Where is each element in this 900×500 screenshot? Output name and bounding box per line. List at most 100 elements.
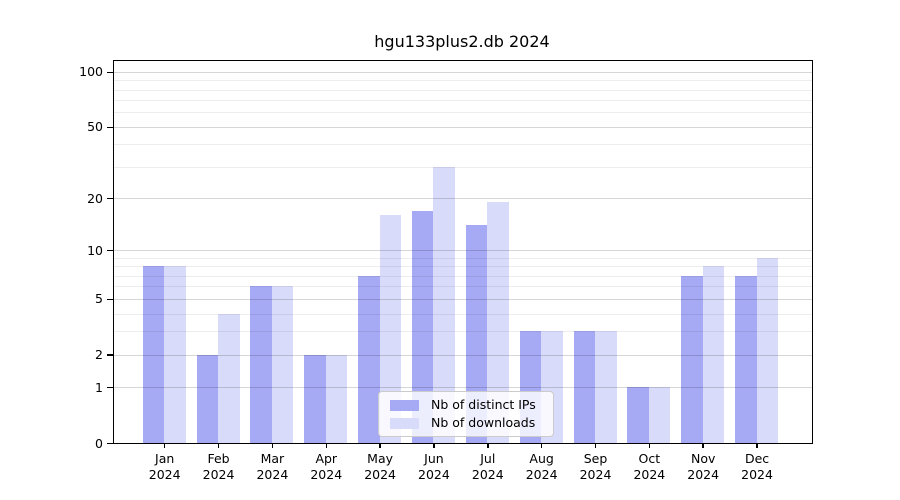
- x-tick-label-may: May 2024: [344, 451, 416, 482]
- x-tick-label-mar: Mar 2024: [236, 451, 308, 482]
- legend-label-distinct-ips: Nb of distinct IPs: [431, 397, 536, 412]
- major-gridline-20: [114, 198, 812, 200]
- bar-downloads-sep: [595, 331, 617, 443]
- x-tick-month-oct: Oct: [638, 451, 661, 466]
- x-tick-month-mar: Mar: [260, 451, 285, 466]
- x-tick-year-nov: 2024: [687, 466, 720, 482]
- bar-downloads-apr: [325, 354, 348, 443]
- y-tick-mark-2: [107, 354, 113, 356]
- x-tick-year-feb: 2024: [202, 466, 235, 482]
- x-tick-label-nov: Nov 2024: [667, 451, 739, 482]
- minor-gridline-3: [114, 331, 812, 333]
- minor-gridline-4: [114, 313, 812, 315]
- minor-gridline-8: [114, 266, 812, 268]
- legend-item-distinct-ips: Nb of distinct IPs: [385, 398, 547, 412]
- x-tick-label-jan: Jan 2024: [129, 451, 201, 482]
- y-tick-mark-10: [107, 249, 113, 252]
- bar-distinct-ips-dec: [735, 275, 757, 443]
- x-tick-year-dec: 2024: [741, 466, 773, 482]
- bar-distinct-ips-sep: [573, 331, 595, 443]
- y-tick-mark-100: [107, 71, 113, 74]
- y-tick-mark-20: [107, 197, 113, 200]
- x-tick-mark-dec: [756, 443, 758, 448]
- x-tick-month-apr: Apr: [315, 451, 338, 466]
- chart-title: hgu133plus2.db 2024: [374, 32, 550, 51]
- y-tick-label-50: 50: [87, 119, 103, 135]
- legend-swatch-distinct-ips: [390, 399, 419, 411]
- x-tick-mark-may: [379, 443, 381, 448]
- x-tick-year-oct: 2024: [633, 466, 666, 482]
- x-tick-mark-jan: [163, 443, 166, 448]
- minor-gridline-6: [114, 286, 812, 288]
- y-tick-mark-0: [107, 442, 113, 445]
- y-tick-label-20: 20: [87, 190, 103, 206]
- y-tick-mark-5: [107, 298, 113, 301]
- x-tick-mark-jun: [433, 443, 435, 448]
- minor-gridline-70: [114, 100, 812, 102]
- major-gridline-2: [114, 354, 812, 356]
- x-tick-year-mar: 2024: [256, 466, 289, 482]
- bar-downloads-may: [379, 215, 402, 443]
- x-tick-label-jun: Jun 2024: [398, 451, 470, 482]
- bar-downloads-dec: [756, 257, 779, 443]
- x-tick-year-sep: 2024: [579, 466, 612, 482]
- plot-area: [113, 60, 813, 444]
- bar-distinct-ips-jan: [142, 266, 165, 443]
- x-tick-month-nov: Nov: [690, 451, 716, 466]
- bar-distinct-ips-apr: [304, 354, 326, 443]
- x-tick-mark-nov: [702, 443, 704, 448]
- bar-distinct-ips-feb: [196, 354, 219, 443]
- x-tick-month-may: May: [367, 451, 394, 466]
- bar-distinct-ips-mar: [250, 286, 272, 443]
- minor-gridline-9: [114, 257, 812, 259]
- x-tick-label-jul: Jul 2024: [452, 451, 524, 482]
- minor-gridline-7: [114, 275, 812, 277]
- major-gridline-10: [114, 250, 812, 252]
- minor-gridline-90: [114, 80, 812, 82]
- x-tick-label-apr: Apr 2024: [290, 451, 362, 482]
- y-tick-mark-50: [107, 126, 113, 128]
- minor-gridline-40: [114, 144, 812, 146]
- x-tick-month-jan: Jan: [155, 451, 175, 466]
- legend-label-downloads: Nb of downloads: [431, 415, 536, 430]
- bar-downloads-jun: [433, 166, 455, 443]
- y-tick-label-10: 10: [87, 242, 103, 258]
- x-tick-label-feb: Feb 2024: [183, 451, 255, 482]
- y-tick-label-0: 0: [95, 435, 103, 451]
- x-tick-month-aug: Aug: [529, 451, 554, 466]
- y-tick-label-1: 1: [95, 379, 103, 395]
- x-tick-year-jan: 2024: [148, 466, 181, 482]
- bar-downloads-nov: [702, 266, 725, 443]
- bar-distinct-ips-may: [358, 275, 380, 443]
- x-tick-label-oct: Oct 2024: [613, 451, 685, 482]
- y-tick-label-2: 2: [95, 347, 103, 363]
- bar-distinct-ips-oct: [627, 387, 649, 443]
- x-tick-month-sep: Sep: [583, 451, 608, 466]
- x-tick-mark-mar: [271, 443, 274, 448]
- minor-gridline-80: [114, 89, 812, 91]
- legend-swatch-downloads: [390, 417, 419, 429]
- y-tick-label-100: 100: [79, 64, 103, 80]
- bar-distinct-ips-jul: [465, 225, 488, 443]
- bar-distinct-ips-jun: [411, 210, 434, 443]
- x-tick-year-apr: 2024: [310, 466, 343, 482]
- x-tick-year-may: 2024: [364, 466, 396, 482]
- legend-item-downloads: Nb of downloads: [385, 416, 547, 430]
- x-tick-label-dec: Dec 2024: [721, 451, 793, 482]
- y-tick-label-5: 5: [95, 291, 103, 307]
- minor-gridline-60: [114, 112, 812, 114]
- bar-downloads-feb: [218, 313, 240, 443]
- x-tick-label-sep: Sep 2024: [560, 451, 632, 482]
- x-tick-month-jul: Jul: [480, 451, 496, 466]
- x-tick-mark-jul: [487, 443, 489, 448]
- y-tick-mark-1: [107, 386, 113, 389]
- minor-gridline-30: [114, 166, 812, 168]
- x-tick-label-aug: Aug 2024: [506, 451, 578, 482]
- x-tick-mark-feb: [217, 443, 220, 448]
- x-tick-year-jun: 2024: [418, 466, 450, 482]
- x-tick-mark-sep: [594, 443, 597, 448]
- major-gridline-50: [114, 126, 812, 128]
- major-gridline-1: [114, 387, 812, 389]
- bar-distinct-ips-nov: [681, 275, 703, 443]
